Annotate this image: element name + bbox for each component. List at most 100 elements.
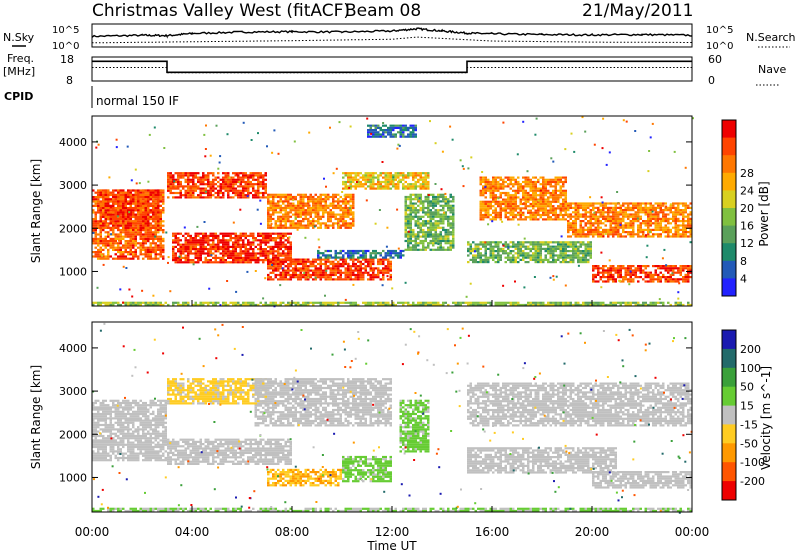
heatmap-cell [102, 189, 105, 192]
heatmap-cell [352, 265, 355, 268]
heatmap-cell [264, 191, 267, 195]
heatmap-cell [554, 241, 557, 244]
heatmap-cell [262, 252, 265, 255]
heatmap-cell [294, 273, 297, 277]
heatmap-cell [484, 261, 487, 264]
heatmap-cell [199, 252, 202, 255]
heatmap-cell [449, 193, 452, 196]
heatmap-cell [242, 252, 245, 255]
heatmap-cell [237, 174, 240, 177]
heatmap-cell [507, 191, 510, 195]
heatmap-cell [227, 196, 230, 199]
heatmap-cell [252, 254, 255, 257]
heatmap-cell [179, 250, 182, 253]
heatmap-cell [447, 246, 450, 249]
heatmap-cell [419, 174, 422, 177]
heatmap-cell [637, 202, 640, 205]
heatmap-cell [637, 235, 640, 238]
heatmap-cell [324, 273, 327, 277]
heatmap-cell [107, 240, 110, 243]
heatmap-cell [444, 248, 447, 251]
heatmap-cell [299, 222, 302, 225]
heatmap-cell [614, 224, 617, 227]
heatmap-cell [344, 222, 347, 225]
heatmap-cell [384, 267, 387, 270]
heatmap-cell [119, 189, 122, 192]
heatmap-cell [407, 176, 410, 179]
heatmap-cell [377, 276, 380, 279]
heatmap-cell [644, 220, 647, 223]
heatmap-cell [232, 172, 235, 175]
heatmap-cell [359, 276, 362, 279]
heatmap-cell [682, 217, 685, 220]
heatmap-cell [389, 183, 392, 186]
heatmap-cell [509, 213, 512, 217]
heatmap-cell [514, 180, 517, 184]
heatmap-cell [624, 209, 627, 212]
heatmap-cell [157, 235, 160, 238]
heatmap-cell [332, 213, 335, 216]
heatmap-cell [539, 241, 542, 244]
heatmap-cell [324, 222, 327, 225]
heatmap-cell [504, 191, 507, 195]
heatmap-cell [449, 206, 452, 210]
heatmap-cell [417, 237, 420, 240]
heatmap-cell [352, 202, 355, 205]
heatmap-cell [417, 174, 420, 177]
heatmap-cell [262, 174, 265, 177]
heatmap-cell [414, 180, 417, 184]
heatmap-cell [499, 200, 502, 203]
heatmap-cell [214, 243, 217, 246]
heatmap-cell [377, 183, 380, 186]
heatmap-cell [277, 258, 280, 261]
heatmap-cell [354, 265, 357, 268]
heatmap-cell [249, 191, 252, 195]
heatmap-cell [434, 248, 437, 251]
heatmap-cell [602, 217, 605, 220]
heatmap-cell [577, 228, 580, 231]
heatmap-cell [434, 226, 437, 229]
heatmap-cell [537, 245, 540, 248]
heatmap-cell [279, 260, 282, 263]
heatmap-cell [344, 220, 347, 223]
heatmap-cell [307, 217, 310, 221]
heatmap-cell [539, 205, 542, 208]
heatmap-cell [582, 228, 585, 231]
heatmap-cell [202, 234, 205, 237]
heatmap-cell [232, 248, 235, 251]
heatmap-cell [359, 269, 362, 272]
freq-panel-frame [91, 56, 693, 82]
heatmap-cell [247, 254, 250, 257]
heatmap-cell [352, 198, 355, 201]
heatmap-cell [414, 215, 417, 218]
heatmap-cell [562, 180, 565, 184]
heatmap-cell [159, 211, 162, 214]
heatmap-cell [497, 211, 500, 214]
heatmap-cell [334, 254, 337, 257]
heatmap-cell [264, 183, 267, 186]
heatmap-cell [257, 185, 260, 188]
heatmap-cell [509, 205, 512, 208]
heatmap-cell [447, 224, 450, 227]
heatmap-cell [162, 257, 165, 260]
heatmap-cell [317, 222, 320, 225]
heatmap-cell [534, 194, 537, 197]
heatmap-cell [279, 254, 282, 257]
heatmap-cell [207, 172, 210, 175]
heatmap-cell [557, 178, 560, 181]
heatmap-cell [227, 248, 230, 251]
heatmap-cell [504, 194, 507, 197]
heatmap-cell [312, 202, 315, 205]
heatmap-cell [522, 187, 525, 190]
heatmap-cell [354, 249, 357, 253]
heatmap-cell [154, 222, 157, 225]
heatmap-cell [509, 194, 512, 197]
heatmap-cell [279, 273, 282, 277]
freq-tick-low: 8 [66, 74, 73, 87]
heatmap-cell [387, 178, 390, 181]
heatmap-cell [232, 252, 235, 255]
heatmap-cell [627, 222, 630, 225]
heatmap-cell [482, 194, 485, 197]
heatmap-cell [559, 191, 562, 195]
heatmap-cell [542, 258, 545, 261]
